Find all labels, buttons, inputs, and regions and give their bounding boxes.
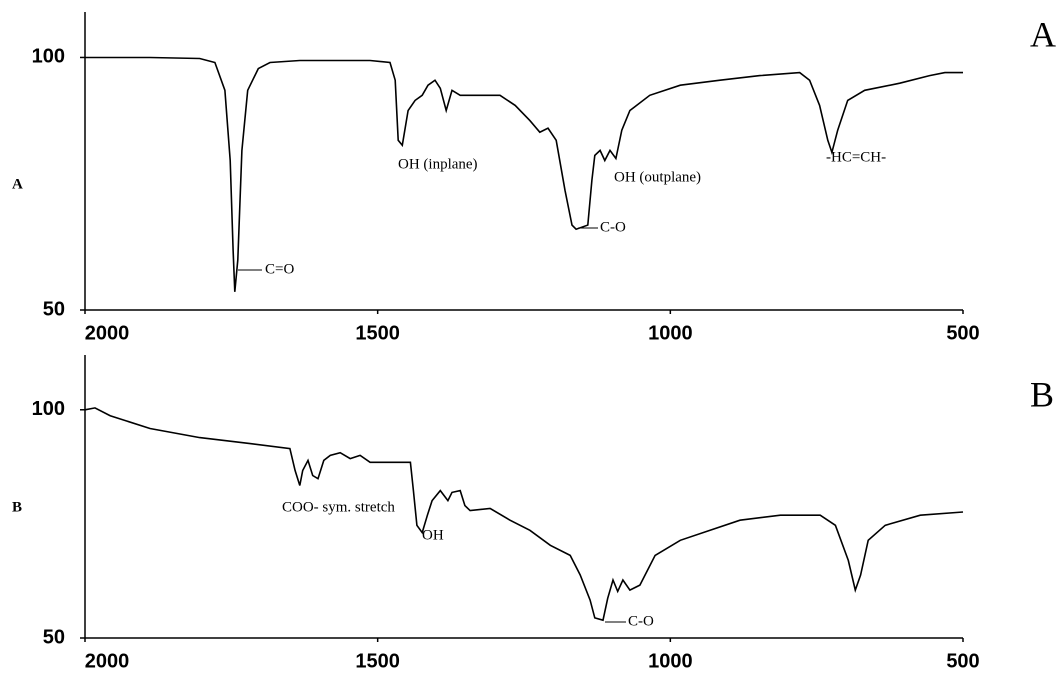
y-tick-label: 50 xyxy=(43,626,65,648)
annotation: COO- sym. stretch xyxy=(282,499,395,515)
annotation: C-O xyxy=(600,219,626,235)
annotation: C-O xyxy=(628,613,654,629)
panel-side-label: B xyxy=(12,499,22,515)
y-tick-label: 100 xyxy=(32,46,65,68)
spectrum-line xyxy=(85,56,963,292)
annotation: OH (outplane) xyxy=(614,169,701,185)
x-tick-label: 1000 xyxy=(648,650,693,672)
x-tick-label: 2000 xyxy=(85,322,130,344)
panel-label: A xyxy=(1030,14,1056,54)
panel-label: B xyxy=(1030,374,1054,414)
x-tick-label: 500 xyxy=(946,322,979,344)
annotation: -HC=CH- xyxy=(826,149,886,165)
annotation: OH xyxy=(422,527,444,543)
annotation: OH (inplane) xyxy=(398,156,478,172)
x-tick-label: 2000 xyxy=(85,650,130,672)
y-tick-label: 100 xyxy=(32,398,65,420)
spectrum-line xyxy=(84,407,964,622)
x-tick-label: 500 xyxy=(946,650,979,672)
x-tick-label: 1000 xyxy=(648,322,693,344)
annotation: C=O xyxy=(265,261,294,277)
x-tick-label: 1500 xyxy=(355,322,400,344)
x-tick-label: 1500 xyxy=(355,650,400,672)
y-tick-label: 50 xyxy=(43,298,65,320)
panel-side-label: A xyxy=(12,176,23,192)
